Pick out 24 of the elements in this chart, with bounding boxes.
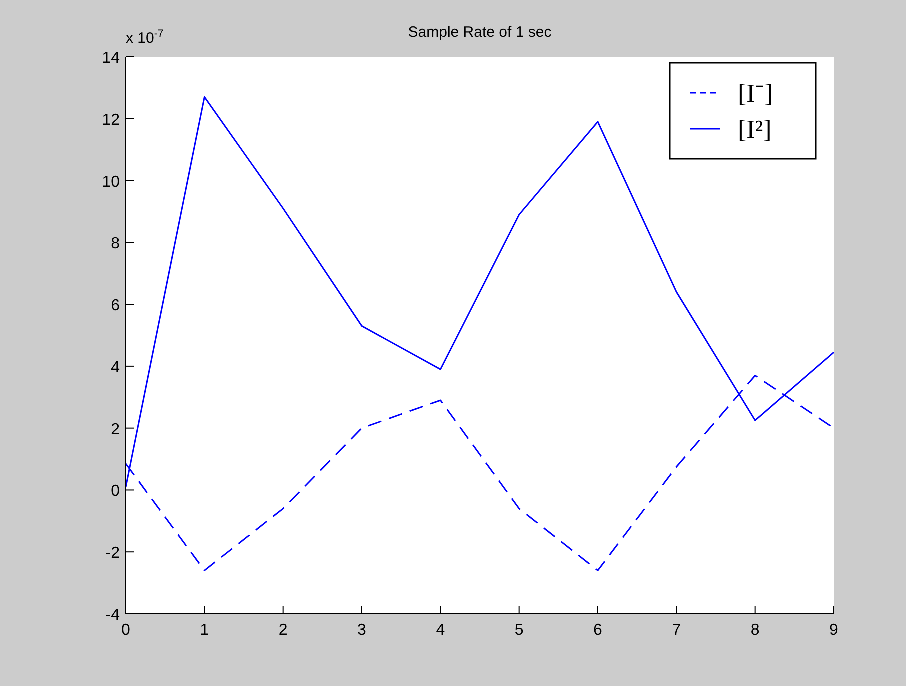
x-tick-label: 9 <box>830 622 839 639</box>
x-tick-label: 3 <box>358 622 367 639</box>
y-tick-label: 12 <box>102 112 120 129</box>
legend-label: [I⁻] <box>738 79 773 108</box>
y-tick-label: 0 <box>111 483 120 500</box>
x-tick-label: 4 <box>436 622 446 639</box>
chart-title: Sample Rate of 1 sec <box>408 24 552 41</box>
text: x 10$^{-7}$ <box>126 28 164 47</box>
x-tick-label: 8 <box>750 622 760 639</box>
y-tick-label: 2 <box>111 421 120 438</box>
x-tick-label: 5 <box>514 622 524 639</box>
y-tick-label: 8 <box>111 236 120 253</box>
x-tick-label: 7 <box>672 622 682 639</box>
y-tick-label: 14 <box>102 50 120 67</box>
y-tick-label: -4 <box>106 607 120 624</box>
y-tick-label: 6 <box>111 298 120 315</box>
x-tick-label: 0 <box>122 622 131 639</box>
x-tick-label: 1 <box>200 622 210 639</box>
y-tick-label: -2 <box>106 545 120 562</box>
y-tick-label: 4 <box>111 359 120 376</box>
legend-label: [I²] <box>738 115 772 144</box>
x-tick-label: 2 <box>278 622 288 639</box>
x-tick-label: 6 <box>594 622 603 639</box>
y-tick-label: 10 <box>102 174 120 191</box>
